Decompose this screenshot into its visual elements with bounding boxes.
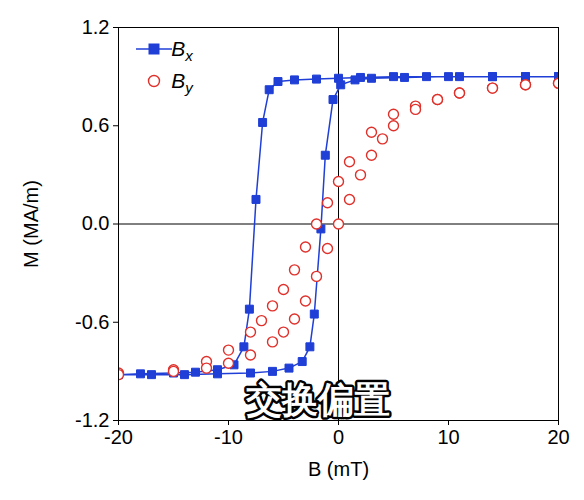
svg-text:-0.6: -0.6 [75, 311, 109, 333]
svg-text:By: By [171, 69, 194, 96]
svg-text:0.6: 0.6 [82, 114, 110, 136]
svg-text:1.2: 1.2 [82, 16, 110, 38]
svg-text:B (mT): B (mT) [308, 458, 369, 480]
svg-text:-10: -10 [214, 426, 243, 448]
svg-text:-1.2: -1.2 [75, 408, 110, 431]
svg-text:M (MA/m): M (MA/m) [20, 180, 42, 268]
svg-text:-20: -20 [104, 426, 133, 448]
svg-text:0.0: 0.0 [82, 212, 110, 234]
svg-text:交换偏置: 交换偏置 [245, 379, 390, 420]
svg-text:10: 10 [437, 426, 459, 448]
svg-text:Bx: Bx [171, 37, 193, 64]
svg-text:20: 20 [547, 426, 569, 448]
svg-text:0: 0 [333, 426, 344, 448]
